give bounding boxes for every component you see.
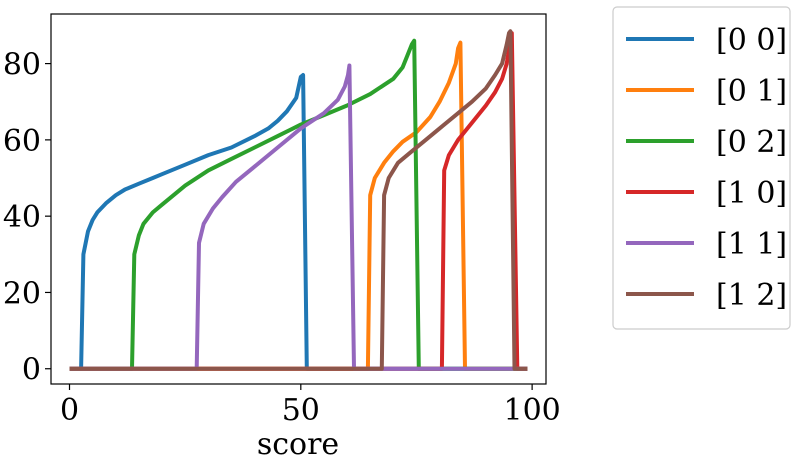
y-tick-label: 40	[3, 200, 41, 235]
legend-label-2: [0 2]	[716, 125, 787, 160]
x-axis-label: score	[257, 427, 339, 462]
legend: [0 0] [0 1] [0 2] [1 0] [1 1] [1 2]	[612, 6, 791, 330]
series-line-5	[69, 29, 528, 371]
y-tick-label: 20	[3, 276, 41, 311]
legend-label-3: [1 0]	[716, 176, 787, 211]
x-axis-ticks: 0 50 100	[60, 384, 561, 428]
axes-frame	[50, 13, 547, 385]
x-tick-label: 0	[60, 393, 79, 428]
legend-label-0: [0 0]	[716, 23, 787, 58]
y-tick-label: 60	[3, 124, 41, 159]
legend-frame	[612, 6, 791, 330]
legend-label-1: [0 1]	[716, 74, 787, 109]
legend-label-4: [1 1]	[716, 227, 787, 262]
series-layer	[69, 29, 528, 371]
y-tick-label: 0	[22, 353, 41, 388]
series-line-1	[69, 40, 528, 371]
series-line-0	[69, 73, 528, 371]
series-line-2	[69, 38, 528, 371]
y-tick-label: 80	[3, 48, 41, 83]
series-line-4	[69, 63, 528, 371]
x-tick-label: 100	[503, 393, 560, 428]
legend-items: [0 0] [0 1] [0 2] [1 0] [1 1] [1 2]	[626, 23, 787, 313]
y-axis-ticks: 0 20 40 60 80	[3, 48, 51, 388]
legend-label-5: [1 2]	[716, 278, 787, 313]
x-tick-label: 50	[282, 393, 320, 428]
